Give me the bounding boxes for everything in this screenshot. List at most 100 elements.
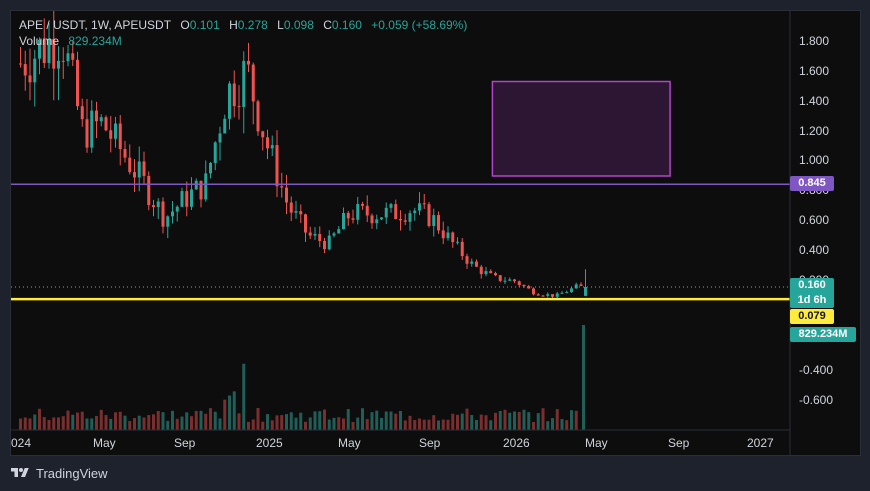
volume-bar xyxy=(85,418,89,430)
volume-bar xyxy=(194,410,198,430)
candle-body xyxy=(133,172,136,178)
volume-bar xyxy=(460,413,464,430)
volume-bar xyxy=(574,410,578,430)
volume-bar xyxy=(475,419,478,430)
volume-bar xyxy=(33,414,37,430)
candle-body xyxy=(204,173,208,200)
time-tick-label: 2026 xyxy=(503,436,530,450)
volume-bar xyxy=(551,418,554,430)
candle-body xyxy=(152,205,155,208)
candle-body xyxy=(441,230,445,239)
volume-bar xyxy=(546,421,550,430)
volume-bar xyxy=(342,418,345,430)
volume-bar xyxy=(489,420,493,430)
candle-body xyxy=(560,292,564,294)
volume-bar xyxy=(332,417,336,430)
volume-bar xyxy=(114,412,117,430)
candle-body xyxy=(546,294,550,296)
volume-bar xyxy=(422,419,426,430)
volume-bar xyxy=(76,412,79,430)
candle-body xyxy=(403,220,407,222)
candle-body xyxy=(437,215,440,231)
volume-bar xyxy=(133,418,136,430)
candle-body xyxy=(494,273,497,276)
volume-bar xyxy=(503,409,507,430)
candle-body xyxy=(33,58,37,83)
candle-body xyxy=(261,131,265,138)
candle-body xyxy=(223,118,227,134)
candle-body xyxy=(308,232,312,236)
volume-bar xyxy=(199,410,203,430)
candle-body xyxy=(28,75,32,83)
open-label: O xyxy=(180,18,190,32)
volume-bar xyxy=(380,417,383,430)
volume-bar xyxy=(427,419,431,430)
price-tick-label: -0.600 xyxy=(799,393,833,407)
rectangle-zone[interactable] xyxy=(491,80,671,177)
volume-bar xyxy=(536,413,540,430)
candle-body xyxy=(199,180,203,200)
volume-bar xyxy=(28,418,32,430)
candle-body xyxy=(76,59,79,107)
candle-body xyxy=(123,149,127,158)
candle-body xyxy=(422,203,426,205)
candle-body xyxy=(47,38,51,64)
price-tick-label: 1.600 xyxy=(799,64,829,78)
branding[interactable]: TradingView xyxy=(10,462,108,484)
candle-body xyxy=(479,266,483,275)
volume-bar xyxy=(247,421,250,430)
volume-tag: 829.234M xyxy=(790,327,856,342)
candle-body xyxy=(579,284,583,286)
volume-bar xyxy=(294,417,298,430)
candle-body xyxy=(175,206,179,212)
time-tick-label: May xyxy=(585,436,608,450)
volume-bar xyxy=(384,411,388,430)
volume-bar xyxy=(304,421,307,430)
candle-body xyxy=(109,130,113,139)
volume-bar xyxy=(137,415,141,430)
candle-body xyxy=(104,117,108,131)
volume-bar xyxy=(356,417,360,430)
price-tick-label: 0.400 xyxy=(799,243,829,257)
volume-bar xyxy=(38,408,41,430)
candle-body xyxy=(247,60,250,65)
candle-body xyxy=(498,275,502,281)
volume-bar xyxy=(266,414,269,430)
price-tick-label: 1.000 xyxy=(799,153,829,167)
candle-body xyxy=(323,240,326,250)
candle-body xyxy=(408,213,412,222)
candle-body xyxy=(484,271,488,275)
candle-body xyxy=(365,205,369,216)
candle-body xyxy=(213,142,217,163)
candle-body xyxy=(361,203,364,206)
volume-bar xyxy=(147,415,151,430)
chart-pane[interactable]: 1.8001.6001.4001.2001.0000.8000.6000.400… xyxy=(10,10,861,456)
low-value: 0.098 xyxy=(283,18,314,32)
volume-bar xyxy=(308,417,312,430)
candle-body xyxy=(114,123,117,139)
volume-bar xyxy=(323,409,326,430)
candle-body xyxy=(489,271,493,274)
volume-bar xyxy=(313,411,317,430)
volume-bar xyxy=(413,419,417,430)
support-price-tag: 0.079 xyxy=(790,309,834,324)
candle-body xyxy=(38,39,41,59)
price-tick-label: 1.800 xyxy=(799,34,829,48)
volume-bar xyxy=(19,418,22,430)
candle-body xyxy=(380,217,383,220)
candle-body xyxy=(57,60,60,69)
candle-body xyxy=(66,53,70,62)
close-value: 0.160 xyxy=(331,18,362,32)
volume-bar xyxy=(66,410,70,430)
time-tick-label: Sep xyxy=(174,436,196,450)
volume-bar xyxy=(223,399,227,430)
candle-body xyxy=(61,60,65,62)
candlestick-chart[interactable]: 1.8001.6001.4001.2001.0000.8000.6000.400… xyxy=(11,11,860,455)
volume-bar xyxy=(23,417,27,430)
price-tick-label: -0.400 xyxy=(799,363,833,377)
volume-bar xyxy=(261,421,265,430)
candle-body xyxy=(551,294,554,297)
candle-body xyxy=(351,218,355,220)
symbol-label[interactable]: APE / USDT, 1W, APEUSDT xyxy=(19,18,172,32)
volume-bar xyxy=(337,417,341,430)
